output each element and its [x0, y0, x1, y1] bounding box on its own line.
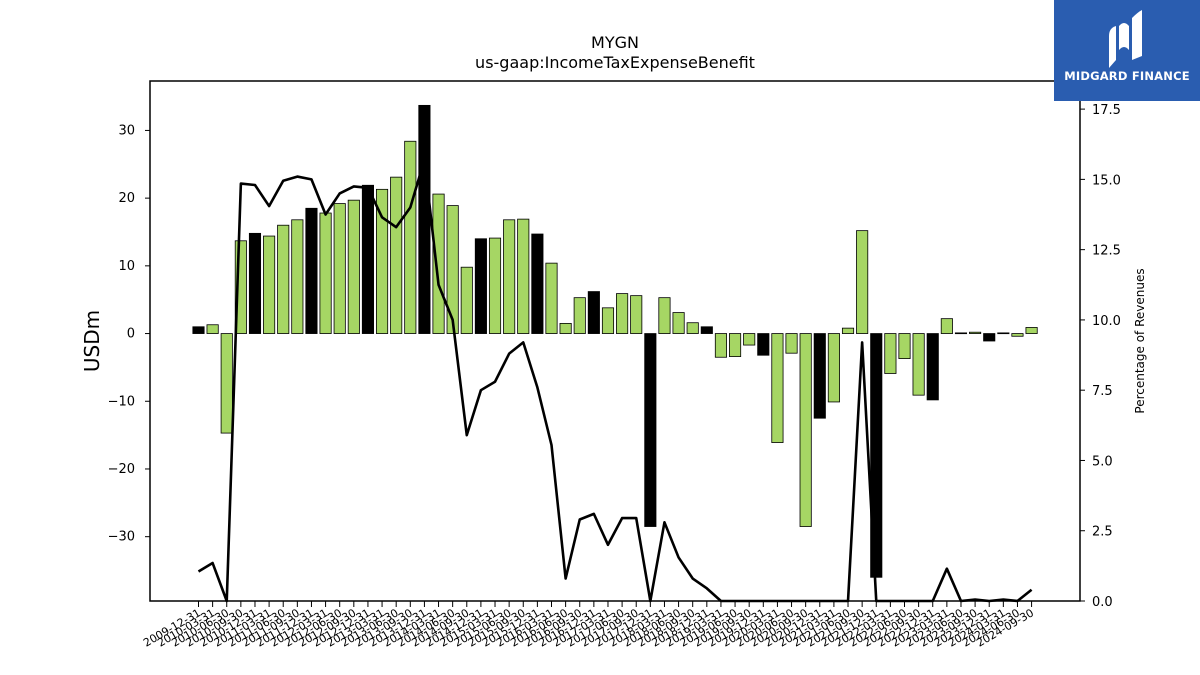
bar	[940, 318, 953, 334]
bar	[333, 203, 346, 334]
bar	[573, 297, 586, 334]
bar	[616, 293, 629, 334]
bar	[234, 240, 247, 334]
bar	[517, 218, 530, 334]
bar	[912, 333, 925, 396]
y2-tick-label: 0.0	[1092, 595, 1113, 610]
bar	[263, 235, 276, 334]
bar	[488, 237, 502, 334]
bar	[319, 212, 332, 334]
bar	[672, 312, 685, 334]
bar	[954, 332, 968, 335]
bar	[813, 333, 826, 419]
y-axis-label-right: Percentage of Revenues	[1133, 268, 1147, 413]
y2-tick-label: 12.5	[1092, 244, 1121, 259]
y2-tick-label: 2.5	[1092, 525, 1113, 540]
y2-tick-label: 17.5	[1092, 103, 1121, 118]
bar	[856, 230, 869, 334]
bar	[771, 333, 784, 443]
bar	[743, 333, 756, 346]
bar	[361, 184, 374, 334]
bar	[827, 333, 840, 403]
chart-title: MYGN	[591, 33, 639, 52]
y2-tick-label: 10.0	[1092, 314, 1121, 329]
bar	[545, 262, 558, 334]
bar	[404, 140, 417, 334]
y-axis-right: 0.0 2.5 5.0 7.5 10.0 12.5 15.0 17.5	[1080, 103, 1121, 610]
bar	[997, 332, 1010, 335]
bar	[729, 333, 742, 357]
bar	[248, 232, 262, 334]
y-tick-label: 20	[118, 191, 135, 206]
bar	[630, 295, 643, 334]
bar	[700, 326, 713, 334]
bar	[531, 233, 544, 334]
bar	[686, 322, 699, 334]
bar	[926, 333, 939, 401]
bar	[192, 326, 205, 334]
y2-tick-label: 5.0	[1092, 454, 1113, 469]
y-tick-label: −20	[108, 462, 135, 477]
y-axis-left: −30 −20 −10 0 10 20 30	[108, 123, 150, 545]
bar	[206, 324, 219, 334]
logo-text: MIDGARD FINANCE	[1064, 69, 1190, 83]
bar	[658, 297, 671, 334]
logo: MIDGARD FINANCE	[1054, 0, 1200, 101]
bar	[446, 205, 459, 334]
bar	[1011, 333, 1024, 337]
bar	[898, 333, 911, 359]
bar	[390, 176, 403, 334]
y-tick-label: 10	[118, 259, 135, 274]
bar	[714, 333, 727, 358]
bar	[460, 266, 473, 334]
bar	[601, 307, 615, 334]
bar	[587, 291, 600, 334]
bar	[799, 333, 812, 527]
bar	[644, 333, 657, 527]
bar	[559, 322, 572, 334]
bar	[785, 333, 798, 354]
bar	[884, 333, 897, 374]
y-tick-label: −10	[108, 394, 135, 409]
bar	[841, 327, 855, 334]
bar	[418, 104, 431, 334]
bar	[432, 193, 445, 334]
logo-mark-icon	[1109, 10, 1142, 68]
bar	[220, 333, 233, 434]
bar	[376, 188, 389, 334]
y-tick-label: −30	[108, 530, 135, 545]
bar	[347, 199, 360, 334]
bar	[1025, 327, 1038, 334]
bar	[474, 238, 487, 334]
bar	[277, 224, 290, 334]
y-axis-label-left: USDm	[80, 310, 104, 372]
plot-frame	[149, 80, 1081, 602]
y-tick-label: 30	[118, 123, 135, 138]
bar	[983, 333, 996, 342]
y2-tick-label: 7.5	[1092, 384, 1113, 399]
bar	[969, 331, 982, 334]
bar	[305, 207, 318, 334]
chart-subtitle: us-gaap:IncomeTaxExpenseBenefit	[475, 53, 755, 72]
bar	[757, 333, 770, 356]
y2-tick-label: 15.0	[1092, 173, 1121, 188]
y-tick-label: 0	[127, 327, 135, 342]
x-axis: 2009-12-312010-03-312010-06-302010-09-30…	[141, 601, 1036, 650]
bar-group	[192, 104, 1038, 578]
bar	[503, 219, 516, 334]
bar	[291, 219, 304, 334]
